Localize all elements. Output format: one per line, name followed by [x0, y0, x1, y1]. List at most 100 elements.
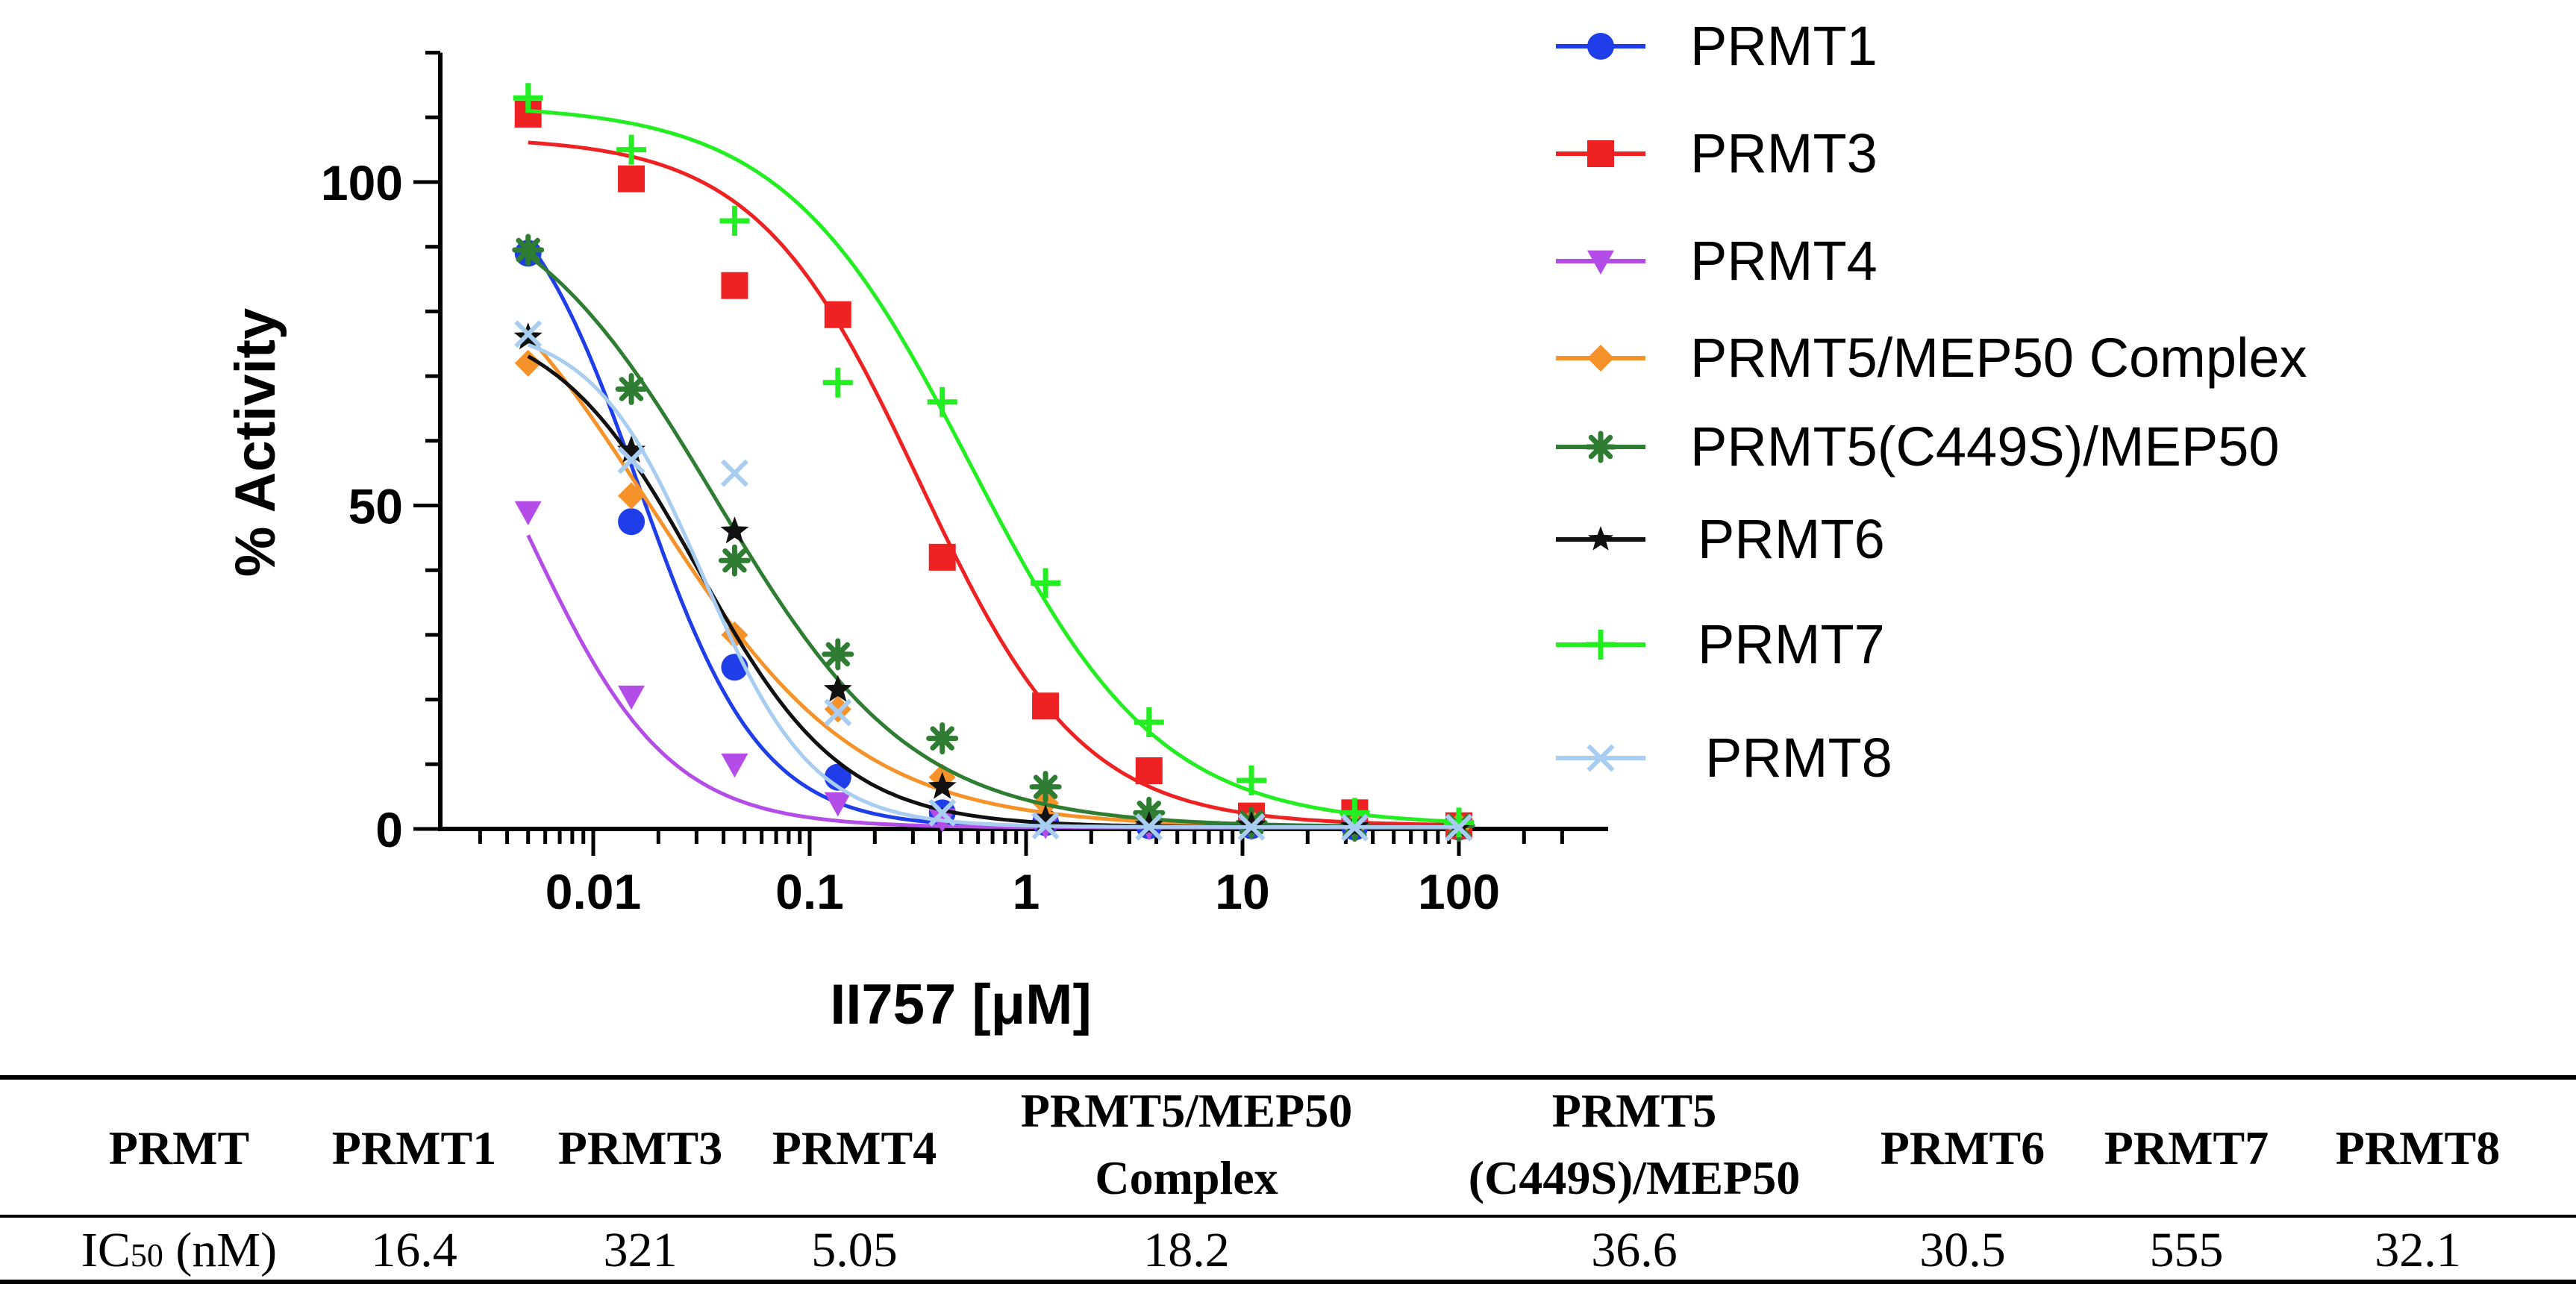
series-prmt5-mep50-complex [514, 334, 1472, 839]
data-point-marker [1032, 692, 1060, 720]
data-point-marker [617, 435, 646, 463]
legend-label: PRMT4 [1690, 230, 1878, 292]
table-header-prmt8: PRMT8 [2336, 1121, 2500, 1174]
data-point-marker [1031, 804, 1060, 832]
table-header-prmt3: PRMT3 [558, 1121, 722, 1174]
data-point-marker [1134, 707, 1164, 737]
data-point-marker [719, 206, 750, 237]
legend-label: PRMT1 [1690, 15, 1878, 77]
table-cell-prmt5-mep50: 18.2 [1143, 1223, 1230, 1277]
data-point-marker [824, 301, 851, 328]
y-tick-label: 0 [375, 802, 403, 857]
legend-label: PRMT5/MEP50 Complex [1690, 327, 2307, 389]
data-point-marker [618, 685, 645, 710]
data-point-marker [1587, 33, 1614, 60]
fit-curve [527, 342, 1459, 829]
data-point-marker [514, 320, 543, 348]
table-cell-prmt5-c449s: 36.6 [1591, 1223, 1678, 1277]
series-prmt8 [514, 320, 1473, 842]
data-point-marker [1587, 250, 1614, 275]
data-point-marker [618, 508, 645, 536]
legend-item: PRMT5(C449S)/MEP50 [1556, 416, 2280, 478]
table-header-prmt5-c449s: (C449S)/MEP50 [1469, 1151, 1800, 1204]
data-point-marker [1031, 812, 1060, 840]
table-header-prmt4: PRMT4 [772, 1121, 937, 1174]
table-header-prmt6: PRMT6 [1881, 1121, 2045, 1174]
data-point-marker [1584, 431, 1617, 463]
data-point-marker [1587, 526, 1614, 551]
data-point-marker [618, 165, 645, 192]
data-point-marker [617, 446, 645, 475]
data-point-marker [1237, 813, 1266, 841]
data-point-marker [926, 722, 959, 755]
table-header-prmt1: PRMT1 [332, 1121, 496, 1174]
data-point-marker [721, 753, 748, 778]
y-tick-label: 50 [348, 479, 403, 534]
fit-curve [528, 109, 1460, 824]
data-point-marker [1587, 140, 1614, 167]
data-point-marker [1029, 771, 1062, 804]
data-point-marker [824, 698, 852, 727]
legend-item: PRMT8 [1556, 727, 1892, 789]
x-tick-label: 1 [1013, 864, 1040, 919]
x-tick-label: 0.1 [775, 864, 844, 919]
legend-label: PRMT5(C449S)/MEP50 [1690, 416, 2280, 478]
data-point-marker [1586, 744, 1615, 772]
data-point-marker [720, 459, 748, 487]
data-point-marker [718, 544, 751, 577]
x-tick-label: 0.01 [545, 864, 641, 919]
table-header-prmt5-mep50: Complex [1095, 1151, 1278, 1204]
data-point-marker [928, 771, 957, 799]
legend-label: PRMT6 [1698, 508, 1885, 570]
x-tick-label: 100 [1418, 864, 1500, 919]
data-point-marker [1031, 568, 1061, 598]
fit-curve [526, 534, 1459, 830]
series-prmt3 [514, 100, 1472, 839]
series-prmt7 [513, 83, 1474, 838]
table-header-prmt: PRMT [109, 1121, 249, 1174]
data-point-marker [514, 349, 542, 377]
data-point-marker [1586, 630, 1616, 660]
data-point-marker [927, 386, 957, 417]
data-point-marker [513, 83, 543, 113]
data-point-marker [823, 674, 852, 702]
x-axis-title: II757 [μM] [830, 973, 1092, 1036]
legend-item: PRMT3 [1556, 122, 1878, 184]
table-cell-prmt4: 5.05 [811, 1223, 898, 1277]
table-cell-prmt7: 555 [2150, 1223, 2224, 1277]
data-point-marker [1445, 813, 1473, 842]
data-point-marker [1339, 798, 1370, 828]
table-header-prmt5-mep50: PRMT5/MEP50 [1021, 1084, 1352, 1137]
legend-item: PRMT7 [1556, 613, 1885, 675]
legend-label: PRMT7 [1698, 613, 1885, 675]
series-prmt5-c449s-mep50 [512, 234, 1475, 842]
legend-label: PRMT3 [1690, 122, 1878, 184]
table-cell-prmt3: 321 [604, 1223, 678, 1277]
plot-area: 0 50 100 0.01 0.1 1 10 100 II757 [μM] % Activity [224, 51, 1608, 1036]
row-label-subscript: 50 [131, 1237, 163, 1274]
fit-curve [528, 140, 1460, 827]
table-header-prmt5-c449s: PRMT5 [1552, 1084, 1716, 1137]
data-point-marker [1135, 757, 1163, 784]
legend-label: PRMT8 [1705, 727, 1892, 789]
table-cell-prmt6: 30.5 [1919, 1223, 2006, 1277]
data-point-marker [1135, 813, 1163, 841]
data-point-marker [1587, 345, 1614, 372]
data-point-marker [615, 372, 648, 405]
fit-curve [526, 334, 1459, 829]
data-point-marker [928, 543, 956, 571]
legend-item: PRMT5/MEP50 Complex [1556, 327, 2307, 389]
series-prmt6 [513, 322, 1473, 839]
data-point-marker [824, 695, 851, 723]
table-cell-prmt1: 16.4 [371, 1223, 457, 1277]
legend-item: PRMT6 [1556, 508, 1885, 570]
data-point-marker [720, 516, 749, 544]
data-point-marker [1444, 807, 1474, 838]
fit-curve [527, 254, 1459, 829]
row-label-unit: (nM) [163, 1223, 277, 1277]
data-point-marker [1340, 813, 1369, 842]
legend: PRMT1 PRMT3 PRMT4 PRMT5/MEP50 Complex PRMT5(… [1556, 15, 2307, 789]
ic50-table: PRMT PRMT1 PRMT3 PRMT4 PRMT5/MEP50 Complex PRM… [0, 1075, 2576, 1284]
data-point-marker [616, 134, 647, 165]
